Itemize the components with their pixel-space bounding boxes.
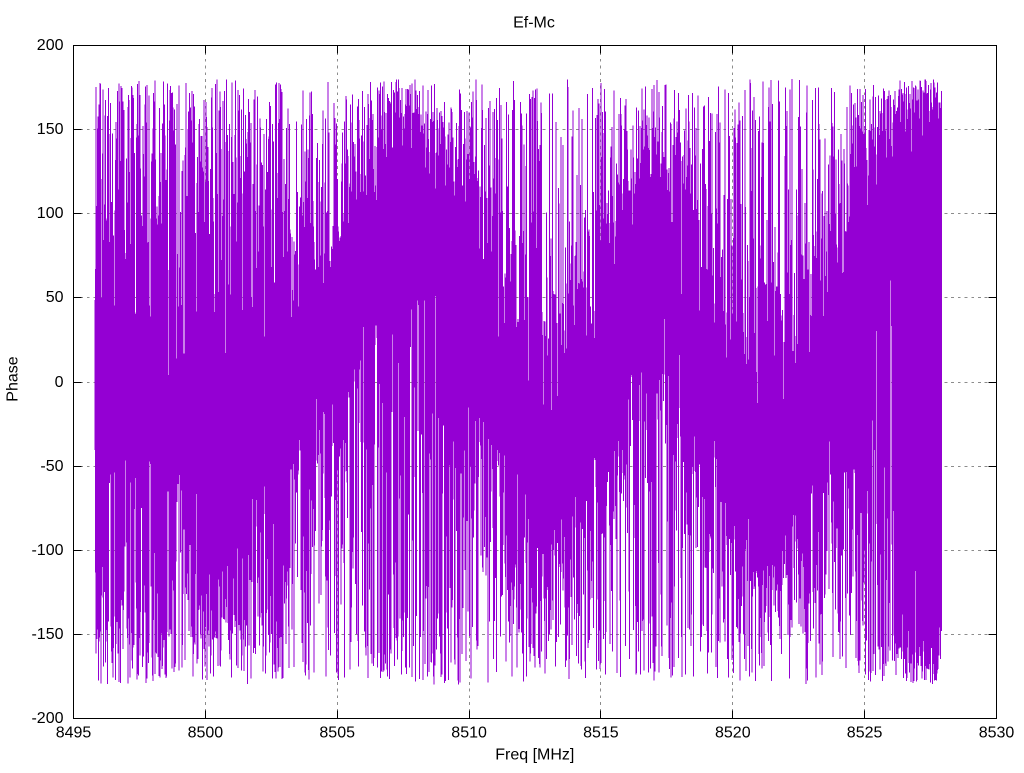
svg-text:8495: 8495: [56, 725, 92, 742]
svg-text:-50: -50: [40, 458, 63, 475]
svg-text:8500: 8500: [188, 725, 224, 742]
svg-text:150: 150: [37, 121, 64, 138]
svg-text:Ef-Mc: Ef-Mc: [513, 15, 555, 32]
svg-text:-100: -100: [31, 542, 63, 559]
svg-text:8520: 8520: [715, 725, 751, 742]
svg-text:-200: -200: [31, 710, 63, 727]
svg-text:100: 100: [37, 205, 64, 222]
svg-text:50: 50: [46, 289, 64, 306]
svg-text:Freq [MHz]: Freq [MHz]: [495, 747, 574, 764]
svg-text:8510: 8510: [451, 725, 487, 742]
svg-text:8525: 8525: [847, 725, 883, 742]
svg-text:8515: 8515: [583, 725, 619, 742]
svg-text:8530: 8530: [979, 725, 1015, 742]
svg-text:0: 0: [55, 374, 64, 391]
svg-text:Phase: Phase: [5, 356, 22, 401]
svg-text:-150: -150: [31, 626, 63, 643]
svg-text:200: 200: [37, 37, 64, 54]
svg-text:8505: 8505: [319, 725, 355, 742]
